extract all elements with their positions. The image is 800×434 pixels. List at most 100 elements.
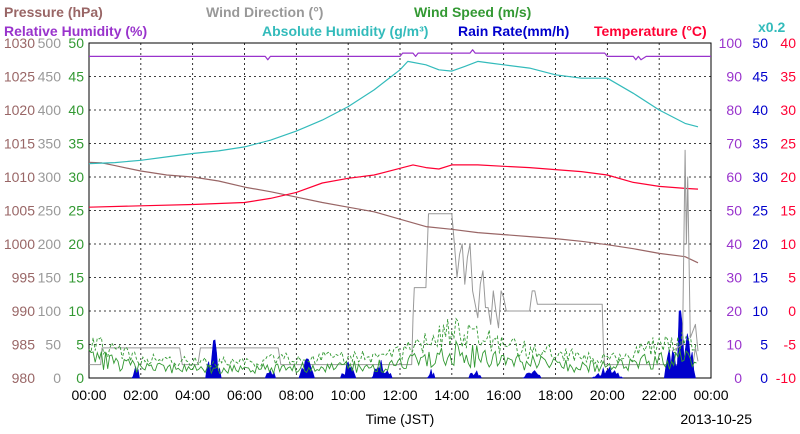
axis-tick-label: 15 bbox=[68, 270, 84, 286]
axis-tick-label: 250 bbox=[38, 203, 62, 219]
wind-gust-line bbox=[88, 317, 697, 369]
axis-tick-label: 1025 bbox=[4, 69, 35, 85]
legend-label: Relative Humidity (%) bbox=[4, 23, 147, 39]
axis-tick-label: 20 bbox=[752, 236, 768, 252]
legend-row-primary: Pressure (hPa) Wind Direction (°) Wind Spe… bbox=[4, 4, 531, 20]
axis-tick-label: 10 bbox=[68, 303, 84, 319]
axis-tick-label: 50 bbox=[68, 35, 84, 51]
axis-tick-label: 15 bbox=[752, 270, 768, 286]
x-tick-label: 02:00 bbox=[123, 387, 158, 403]
x-axis-title: Time (JST) bbox=[366, 411, 435, 427]
series-group bbox=[88, 49, 711, 379]
x-tick-label: 12:00 bbox=[382, 387, 417, 403]
x-tick-label: 22:00 bbox=[642, 387, 677, 403]
axis-tick-label: 5 bbox=[76, 337, 84, 353]
axis-tick-label: 35 bbox=[752, 136, 768, 152]
axis-tick-label: 10 bbox=[726, 337, 742, 353]
axis-tick-label: 45 bbox=[752, 69, 768, 85]
x-tick-label: 06:00 bbox=[227, 387, 262, 403]
legend-label: Temperature (°C) bbox=[594, 23, 707, 39]
axis-tick-label: 40 bbox=[752, 102, 768, 118]
axis-tick-label: 50 bbox=[45, 337, 61, 353]
rain-rate-burst bbox=[340, 361, 357, 379]
left-axes: 1030102510201015101010051000995990985980… bbox=[4, 35, 84, 386]
axis-tick-label: 990 bbox=[12, 303, 36, 319]
axis-tick-label: 5 bbox=[760, 337, 768, 353]
axis-tick-label: 980 bbox=[12, 370, 36, 386]
axis-tick-label: 150 bbox=[38, 270, 62, 286]
axis-tick-label: 0 bbox=[734, 370, 742, 386]
axis-tick-label: 25 bbox=[68, 203, 84, 219]
axis-tick-label: 45 bbox=[68, 69, 84, 85]
axis-tick-label: 80 bbox=[726, 102, 742, 118]
legend-label: Pressure (hPa) bbox=[4, 4, 103, 20]
axis-tick-label: 30 bbox=[752, 169, 768, 185]
axis-tick-label: 1005 bbox=[4, 203, 35, 219]
temperature-c-line bbox=[88, 164, 699, 208]
axis-tick-label: 15 bbox=[780, 203, 796, 219]
axis-tick-label: 25 bbox=[780, 136, 796, 152]
legend-row-secondary: Relative Humidity (%) Absolute Humidity (… bbox=[4, 23, 707, 39]
x-tick-label: 18:00 bbox=[538, 387, 573, 403]
absolute-humidity-g-m-line bbox=[88, 60, 699, 165]
wind-speed-gust-peak-line bbox=[671, 149, 699, 352]
axis-tick-label: 450 bbox=[38, 69, 62, 85]
axis-tick-label: 50 bbox=[752, 35, 768, 51]
x-tick-label: 10:00 bbox=[331, 387, 366, 403]
axis-tick-label: -5 bbox=[784, 337, 797, 353]
rain-rate-burst bbox=[663, 310, 696, 379]
rain-rate-burst bbox=[298, 358, 315, 379]
axis-tick-label: 35 bbox=[780, 69, 796, 85]
axis-tick-label: 30 bbox=[780, 102, 796, 118]
axis-tick-label: 1020 bbox=[4, 102, 35, 118]
axis-tick-label: 20 bbox=[780, 169, 796, 185]
axis-tick-label: 0 bbox=[76, 370, 84, 386]
axis-tick-label: 300 bbox=[38, 169, 62, 185]
humidity-scale-note: x0.2 bbox=[758, 19, 785, 35]
axis-tick-label: 1030 bbox=[4, 35, 35, 51]
pressure-hpa-line bbox=[88, 161, 699, 264]
x-tick-label: 14:00 bbox=[434, 387, 469, 403]
axis-tick-label: 5 bbox=[788, 270, 796, 286]
axis-tick-label: 1000 bbox=[4, 236, 35, 252]
axis-tick-label: 40 bbox=[780, 35, 796, 51]
right-axes: 1009080706050403020100504540353025201510… bbox=[719, 35, 797, 386]
rain-rate-burst bbox=[426, 369, 436, 379]
x-tick-label: 00:00 bbox=[71, 387, 106, 403]
x-tick-label: 16:00 bbox=[486, 387, 521, 403]
legend-label: Rain Rate(mm/h) bbox=[458, 23, 569, 39]
axis-tick-label: 100 bbox=[38, 303, 62, 319]
axis-tick-label: 20 bbox=[726, 303, 742, 319]
axis-tick-label: 20 bbox=[68, 236, 84, 252]
axis-tick-label: 25 bbox=[752, 203, 768, 219]
grid-lines bbox=[89, 43, 711, 378]
axis-tick-label: 100 bbox=[719, 35, 743, 51]
x-tick-label: 04:00 bbox=[175, 387, 210, 403]
rain-rate-burst bbox=[591, 366, 624, 379]
axis-tick-label: 0 bbox=[788, 303, 796, 319]
rain-rate-burst bbox=[468, 370, 482, 379]
axis-tick-label: 400 bbox=[38, 102, 62, 118]
axis-tick-label: 1015 bbox=[4, 136, 35, 152]
relative-humidity-line bbox=[89, 49, 711, 61]
axis-tick-label: 1010 bbox=[4, 169, 35, 185]
axis-tick-label: 200 bbox=[38, 236, 62, 252]
legend-label: Wind Direction (°) bbox=[206, 4, 323, 20]
x-tick-label: 08:00 bbox=[279, 387, 314, 403]
axis-tick-label: 90 bbox=[726, 69, 742, 85]
axis-tick-label: 60 bbox=[726, 169, 742, 185]
legend-label: Wind Speed (m/s) bbox=[414, 4, 531, 20]
date-label: 2013-10-25 bbox=[680, 411, 752, 427]
axis-tick-label: 50 bbox=[726, 203, 742, 219]
axis-tick-label: -10 bbox=[776, 370, 796, 386]
axis-tick-label: 70 bbox=[726, 136, 742, 152]
wind-speed-line bbox=[88, 339, 697, 375]
axis-tick-label: 10 bbox=[780, 236, 796, 252]
rain-rate-burst bbox=[371, 359, 393, 379]
axis-tick-label: 0 bbox=[53, 370, 61, 386]
axis-tick-label: 35 bbox=[68, 136, 84, 152]
axis-tick-label: 30 bbox=[68, 169, 84, 185]
axis-tick-label: 40 bbox=[726, 236, 742, 252]
axis-tick-label: 40 bbox=[68, 102, 84, 118]
